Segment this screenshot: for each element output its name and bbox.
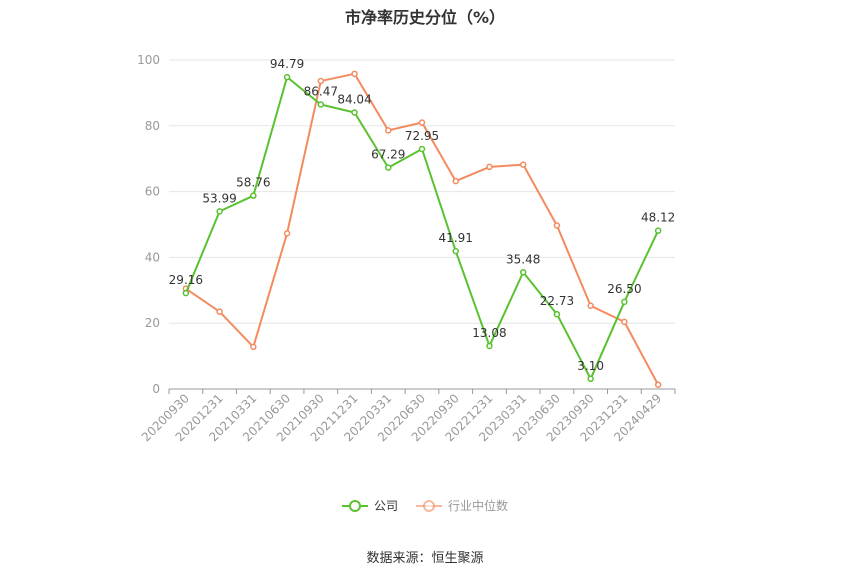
y-tick-label-40: 40 bbox=[145, 250, 160, 264]
point-company-20220930 bbox=[452, 247, 459, 255]
point-company-20211231 bbox=[351, 109, 358, 116]
point-industry-20210331 bbox=[250, 343, 257, 351]
point-company-20230630 bbox=[553, 310, 561, 318]
point-industry-20240429 bbox=[654, 381, 662, 388]
point-company-20231231 bbox=[621, 298, 628, 306]
y-tick-label-20: 20 bbox=[145, 316, 160, 330]
y-tick-label-80: 80 bbox=[145, 119, 160, 133]
point-company-20220630 bbox=[418, 145, 426, 153]
point-company-20230930 bbox=[587, 375, 594, 383]
legend-industry-icon bbox=[416, 499, 442, 512]
point-industry-20211231 bbox=[351, 70, 358, 78]
point-industry-20230630 bbox=[553, 222, 561, 229]
chart-title: 市净率历史分位（%） bbox=[344, 8, 506, 27]
data-label-20200930: 29.16 bbox=[169, 273, 203, 287]
data-label-20220331: 67.29 bbox=[371, 148, 405, 162]
data-label-20220930: 41.91 bbox=[439, 231, 473, 245]
series-lines bbox=[182, 70, 662, 388]
data-label-20211231: 84.04 bbox=[337, 93, 371, 107]
data-label-20240429: 48.12 bbox=[641, 211, 675, 225]
point-industry-20220630 bbox=[418, 119, 426, 126]
data-label-20231231: 26.50 bbox=[607, 282, 641, 296]
data-label-20230930: 3.10 bbox=[577, 359, 604, 373]
point-company-20210630 bbox=[283, 73, 291, 81]
data-label-20230331: 35.48 bbox=[506, 252, 540, 266]
legend-item-industry-median[interactable]: 行业中位数 bbox=[416, 497, 508, 514]
point-industry-20220930 bbox=[452, 177, 459, 185]
point-company-20220331 bbox=[385, 164, 392, 171]
data-label-20230630: 22.73 bbox=[540, 294, 574, 308]
point-company-20200930 bbox=[182, 289, 190, 297]
legend-industry-label: 行业中位数 bbox=[448, 499, 509, 513]
data-label-20220630: 72.95 bbox=[405, 129, 439, 143]
point-company-20240429 bbox=[654, 227, 662, 234]
axes: 0204060801002020093020201231202103312021… bbox=[137, 53, 676, 444]
point-industry-20210930 bbox=[317, 77, 325, 85]
legend: 公司 行业中位数 bbox=[0, 497, 850, 514]
data-label-20201231: 53.99 bbox=[202, 191, 236, 205]
point-company-20210930 bbox=[317, 101, 325, 108]
point-company-20201231 bbox=[216, 208, 223, 215]
legend-item-company[interactable]: 公司 bbox=[341, 497, 398, 514]
point-company-20210331 bbox=[250, 192, 257, 199]
point-industry-20201231 bbox=[216, 308, 223, 315]
y-tick-label-60: 60 bbox=[145, 185, 160, 199]
data-label-20210630: 94.79 bbox=[270, 57, 304, 71]
point-industry-20220331 bbox=[385, 127, 392, 134]
y-tick-label-100: 100 bbox=[137, 53, 160, 67]
data-label-20210930: 86.47 bbox=[304, 85, 338, 99]
point-company-20230331 bbox=[519, 269, 527, 276]
point-industry-20230331 bbox=[519, 161, 527, 168]
point-industry-20231231 bbox=[621, 318, 628, 326]
grid-lines bbox=[169, 59, 675, 324]
point-company-20221231 bbox=[486, 342, 493, 350]
source-note: 数据来源：恒生聚源 bbox=[366, 551, 484, 566]
data-label-20210331: 58.76 bbox=[236, 176, 270, 190]
point-industry-20210630 bbox=[283, 230, 291, 237]
y-tick-label-0: 0 bbox=[152, 382, 160, 396]
legend-company-icon bbox=[341, 499, 368, 512]
point-industry-20230930 bbox=[587, 302, 594, 310]
data-label-20221231: 13.08 bbox=[472, 326, 506, 340]
legend-company-label: 公司 bbox=[373, 499, 398, 513]
point-industry-20221231 bbox=[486, 163, 493, 171]
